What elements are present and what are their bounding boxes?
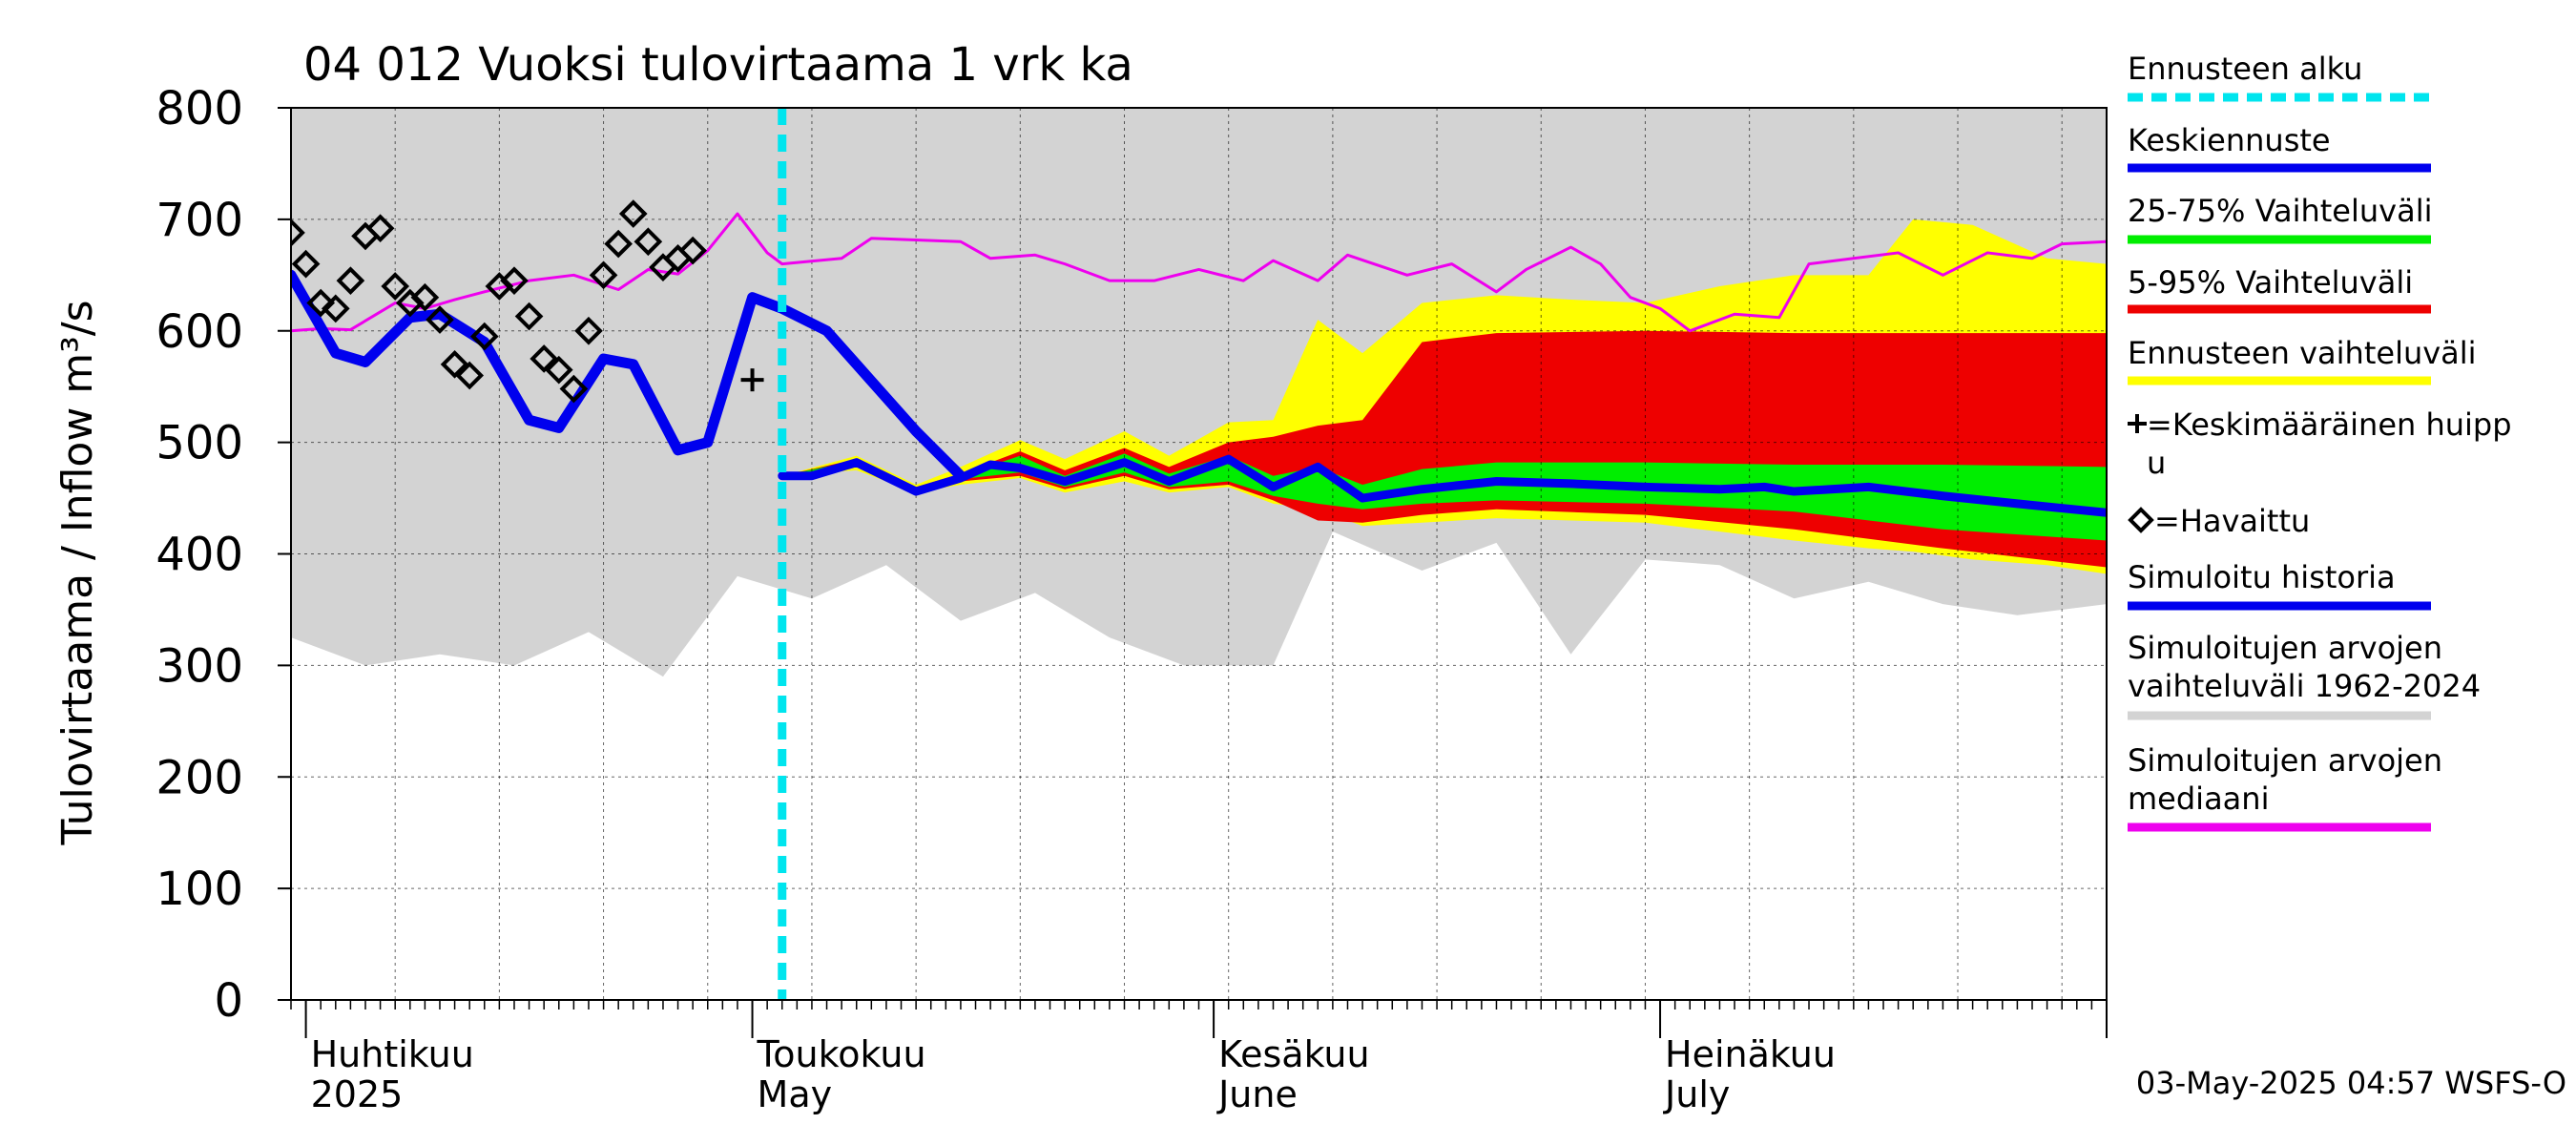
legend: Ennusteen alku Keskiennuste 25-75% Vaihtel… (2128, 51, 2512, 832)
plot-area (291, 108, 2107, 1000)
observed-point (500, 266, 529, 295)
x-month-sublabel: July (1663, 1073, 1730, 1115)
legend-item-simulated-history: Simuloitu historia (2128, 559, 2431, 611)
x-month-label: Huhtikuu (311, 1033, 474, 1075)
observed-point (678, 236, 707, 265)
x-month-sublabel: June (1216, 1073, 1298, 1115)
x-month-label: Heinäkuu (1665, 1033, 1836, 1075)
y-tick-label: 500 (156, 417, 243, 470)
y-tick-label: 800 (156, 82, 243, 135)
y-tick-label: 400 (156, 529, 243, 582)
mean-peak-marker (740, 368, 764, 392)
observed-point (381, 272, 410, 301)
y-tick-label: 100 (156, 863, 243, 916)
legend-label: Ennusteen alku (2128, 51, 2362, 87)
legend-item-band-full: Ennusteen vaihteluväli (2128, 335, 2477, 385)
observed-point (634, 227, 663, 257)
observed-point (544, 355, 573, 385)
y-axis-label: Tulovirtaama / Inflow m³/s (53, 300, 102, 845)
observed-point (365, 214, 395, 243)
legend-diamond-icon (2128, 507, 2154, 533)
legend-label: 5-95% Vaihteluväli (2128, 264, 2413, 301)
x-month-sublabel: May (758, 1073, 833, 1115)
observed-point (469, 322, 499, 351)
observed-point (306, 288, 336, 318)
legend-item-forecast-start: Ennusteen alku (2128, 51, 2431, 102)
observed-point (455, 361, 485, 390)
y-tick-label: 200 (156, 751, 243, 804)
observed-point (336, 266, 365, 295)
plot-clip-group (291, 108, 2107, 1000)
timestamp-footer: 03-May-2025 04:57 WSFS-O (2136, 1065, 2566, 1101)
observed-point (530, 344, 559, 373)
legend-label: Keskiennuste (2128, 122, 2331, 158)
legend-item-hist-median: Simuloitujen arvojen mediaani (2128, 742, 2442, 832)
hist_median-line (291, 212, 2107, 333)
legend-item-band-5-95: 5-95% Vaihteluväli (2128, 264, 2431, 314)
legend-item-hist-range: Simuloitujen arvojen vaihteluväli 1962-20… (2128, 630, 2481, 720)
legend-item-mean-peak: =Keskimääräinen huipp u (2128, 406, 2512, 481)
legend-label: Simuloitujen arvojen mediaani (2128, 742, 2442, 817)
legend-label: =Keskimääräinen huipp u (2147, 406, 2512, 481)
observed-point (514, 302, 544, 331)
observed-point (440, 349, 469, 379)
observed-point (574, 316, 603, 345)
legend-label: 25-75% Vaihteluväli (2128, 193, 2432, 229)
observed-point (291, 249, 321, 279)
legend-item-band-25-75: 25-75% Vaihteluväli (2128, 193, 2432, 244)
chart-title: 04 012 Vuoksi tulovirtaama 1 vrk ka (303, 38, 1133, 92)
observed-point (589, 260, 618, 290)
y-tick-label: 0 (214, 974, 243, 1028)
x-month-sublabel: 2025 (311, 1073, 404, 1115)
observed-point (604, 229, 633, 259)
observed-point (426, 305, 454, 334)
band_25_75-area (781, 453, 2107, 541)
observed-point (559, 374, 589, 404)
observed-point (291, 219, 305, 247)
observed-point (410, 282, 440, 312)
legend-label: =Havaittu (2154, 503, 2310, 539)
legend-label: Ennusteen vaihteluväli (2128, 335, 2477, 371)
simulated_history-line (291, 269, 966, 482)
observed-point (321, 294, 350, 323)
legend-item-mean-forecast: Keskiennuste (2128, 122, 2431, 173)
x-month-label: Toukokuu (757, 1033, 926, 1075)
y-tick-label: 600 (156, 305, 243, 359)
legend-label: Simuloitujen arvojen vaihteluväli 1962-20… (2128, 630, 2481, 704)
x-month-label: Kesäkuu (1218, 1033, 1370, 1075)
hist_range-area (291, 108, 2107, 677)
y-tick-label: 700 (156, 194, 243, 247)
legend-item-observed: =Havaittu (2128, 503, 2310, 539)
mean_forecast-line (778, 454, 2107, 517)
y-tick-label: 300 (156, 639, 243, 693)
observed-point (618, 199, 648, 228)
legend-label: Simuloitu historia (2128, 559, 2396, 595)
